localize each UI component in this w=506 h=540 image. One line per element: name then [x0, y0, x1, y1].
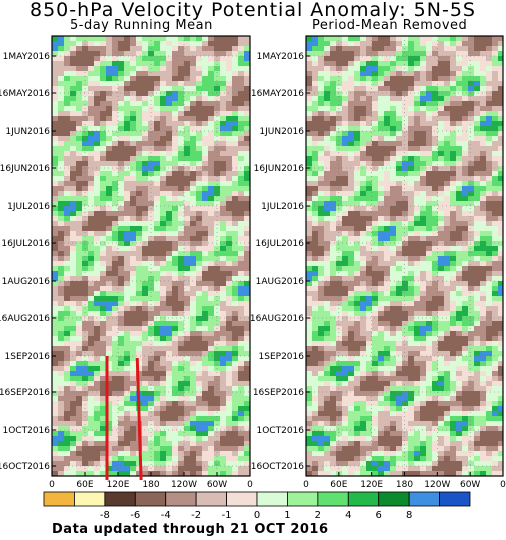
colorbar-label: 1: [284, 510, 290, 521]
y-tick-label: 16JUL2016: [1, 239, 50, 249]
y-tick-label: 16JUN2016: [0, 164, 50, 174]
y-tick-label: 1JUN2016: [259, 127, 304, 137]
colorbar-box: [104, 491, 136, 507]
colorbar-label: -1: [222, 510, 232, 521]
colorbar-box: [74, 491, 106, 507]
colorbar-label: 8: [406, 510, 412, 521]
x-tick-label: 0: [247, 480, 253, 490]
anomaly-shading: [52, 36, 250, 476]
x-tick-label: 60E: [330, 480, 347, 490]
y-tick-label: 1OCT2016: [3, 426, 51, 436]
x-tick-label: 60W: [207, 480, 227, 490]
colorbar-label: 0: [254, 510, 260, 521]
y-tick-label: 1JUL2016: [7, 202, 50, 212]
y-tick-label: 16AUG2016: [250, 314, 304, 324]
x-tick-label: 180: [142, 480, 159, 490]
y-tick-label: 16OCT2016: [251, 462, 304, 472]
y-tick-label: 1MAY2016: [3, 52, 51, 62]
left-panel-subtitle: 5-day Running Mean: [70, 18, 213, 33]
y-tick-label: 1MAY2016: [257, 52, 305, 62]
x-tick-label: 120E: [107, 480, 130, 490]
x-tick-label: 120E: [360, 480, 383, 490]
x-tick-label: 0: [500, 480, 506, 490]
colorbar-label: -8: [100, 510, 110, 521]
x-tick-label: 120W: [424, 480, 450, 490]
colorbar-label: 2: [315, 510, 321, 521]
footer-updated-text: Data updated through 21 OCT 2016: [52, 522, 329, 537]
colorbar-label: -2: [191, 510, 201, 521]
y-tick-label: 16SEP2016: [253, 388, 304, 398]
x-tick-label: 120W: [171, 480, 197, 490]
x-tick-label: 60W: [460, 480, 480, 490]
chart-title: 850-hPa Velocity Potential Anomaly: 5N-5…: [29, 0, 476, 21]
colorbar-label: -4: [161, 510, 171, 521]
colorbar-box: [256, 491, 288, 507]
y-tick-label: 16OCT2016: [0, 462, 50, 472]
colorbar-box: [317, 491, 349, 507]
x-tick-label: 60E: [76, 480, 93, 490]
colorbar-box: [195, 491, 227, 507]
colorbar: -8 -6 -4 -2 -1 0 1 2 4 6 8: [43, 491, 471, 521]
colorbar-box: [408, 491, 440, 507]
right-panel-subtitle: Period-Mean Removed: [312, 18, 468, 33]
x-tick-label: 0: [303, 480, 309, 490]
y-tick-label: 16AUG2016: [0, 314, 50, 324]
colorbar-label: 6: [376, 510, 382, 521]
colorbar-label: 4: [345, 510, 351, 521]
y-tick-label: 1OCT2016: [257, 426, 305, 436]
colorbar-box: [43, 491, 75, 507]
colorbar-box: [378, 491, 410, 507]
y-tick-label: 16MAY2016: [0, 89, 50, 99]
anomaly-shading: [306, 36, 503, 476]
panel-running-mean: 1MAY2016 16MAY2016 1JUN2016 16JUN2016 1JUL20…: [0, 35, 253, 490]
y-tick-label: 16SEP2016: [0, 388, 50, 398]
colorbar-box: [347, 491, 380, 507]
colorbar-box: [439, 491, 471, 507]
panel-period-mean-removed: 1MAY2016 16MAY2016 1JUN2016 16JUN2016 1JUL20…: [250, 35, 506, 490]
colorbar-box: [134, 491, 167, 507]
y-tick-label: 1JUL2016: [261, 202, 304, 212]
y-tick-label: 1JUN2016: [5, 127, 50, 137]
y-tick-label: 16JUN2016: [254, 164, 305, 174]
y-tick-label: 1AUG2016: [256, 277, 305, 287]
y-tick-label: 1SEP2016: [259, 352, 305, 362]
x-tick-label: 180: [396, 480, 413, 490]
colorbar-box: [165, 491, 197, 507]
colorbar-box: [287, 491, 319, 507]
colorbar-box: [226, 491, 258, 507]
y-tick-label: 16JUL2016: [255, 239, 304, 249]
y-tick-label: 16MAY2016: [251, 89, 304, 99]
colorbar-label: -6: [130, 510, 140, 521]
y-tick-label: 1AUG2016: [2, 277, 51, 287]
y-tick-label: 1SEP2016: [5, 352, 51, 362]
x-tick-label: 0: [49, 480, 55, 490]
annotation-line-2: [135, 357, 143, 481]
